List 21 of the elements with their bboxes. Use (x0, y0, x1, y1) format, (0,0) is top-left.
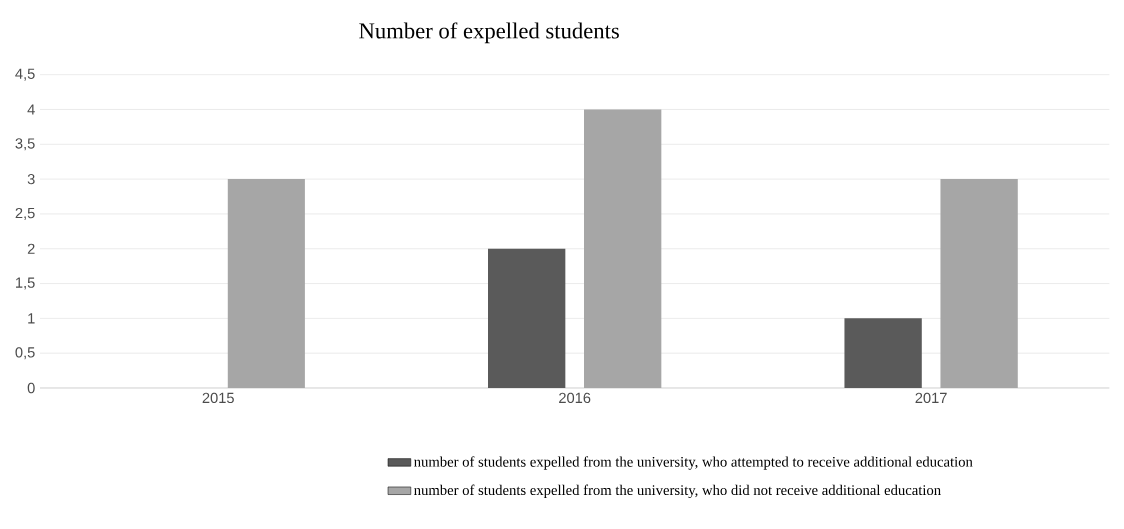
y-tick-label: 4 (27, 104, 35, 115)
legend-label: number of students expelled from the university, who did not receive additional education (414, 484, 941, 499)
y-tick-label: 0 (27, 382, 35, 394)
y-tick-label: 3 (27, 173, 35, 185)
x-tick-label: 2017 (915, 392, 947, 404)
y-tick-label: 2 (27, 243, 35, 254)
y-tick-label: 3,5 (15, 138, 35, 151)
bar (844, 318, 922, 388)
chart-title: Number of expelled students (359, 22, 619, 44)
bar (584, 109, 662, 388)
y-tick-label: 2,5 (15, 207, 35, 220)
y-tick-label: 1,5 (16, 277, 35, 290)
legend-label: number of students expelled from the university, who attempted to receive additional education (414, 456, 973, 470)
y-tick-label: 1 (28, 313, 35, 324)
x-tick-label: 2016 (559, 392, 591, 404)
bar (227, 179, 305, 388)
y-tick-label: 4,5 (15, 68, 35, 81)
bar (488, 248, 566, 388)
x-tick-label: 2015 (202, 392, 234, 404)
bar (940, 179, 1018, 388)
y-tick-label: 0,5 (15, 347, 35, 360)
